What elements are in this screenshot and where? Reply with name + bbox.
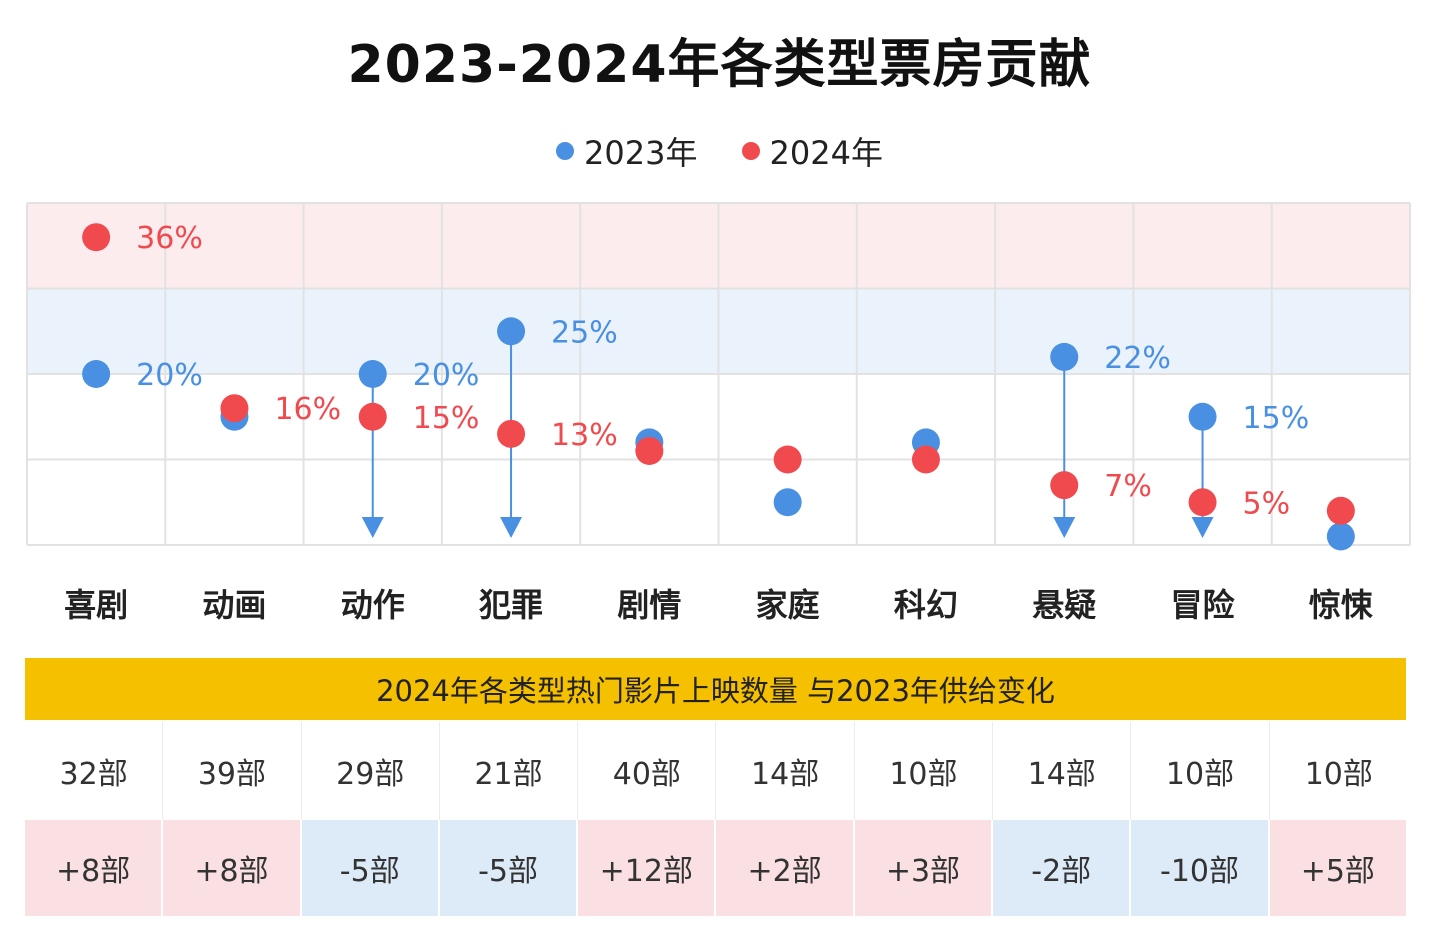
release-count-cell: 10部 — [855, 722, 994, 820]
supply-banner: 2024年各类型热门影片上映数量 与2023年供给变化 — [25, 658, 1406, 720]
data-label: 15% — [1243, 401, 1310, 436]
data-label: 7% — [1104, 469, 1152, 504]
decline-arrow-head — [1191, 517, 1214, 538]
decline-arrow-head — [361, 517, 384, 538]
decline-arrow-head — [1053, 517, 1076, 538]
release-count-cell: 10部 — [1304, 757, 1373, 792]
supply-change-row: +8部 +8部 -5部 -5部 +12部 +2部 +3部 -2部 -10部 +5部 — [25, 820, 1408, 916]
data-label: 13% — [551, 418, 618, 453]
point-2024年 — [82, 223, 111, 252]
category-label: 动画 — [202, 586, 267, 624]
release-count-row: 32部 39部 29部 21部 40部 14部 10部 14部 10部 10部 — [25, 722, 1408, 820]
supply-change-cell: +5部 — [1269, 820, 1408, 916]
legend-item-2023: 2023年 — [556, 128, 698, 174]
release-count-cell: 10部 — [1131, 722, 1270, 820]
data-label: 5% — [1243, 486, 1291, 521]
legend-label-2024: 2024年 — [769, 134, 883, 172]
category-label: 动作 — [340, 586, 405, 624]
point-2024年 — [220, 394, 249, 423]
point-2024年 — [358, 402, 387, 431]
release-count-cell: 14部 — [716, 722, 855, 820]
point-2023年 — [1050, 342, 1079, 371]
point-2024年 — [773, 445, 802, 474]
supply-change-cell: -10部 — [1131, 820, 1270, 916]
point-2024年 — [911, 445, 940, 474]
point-2023年 — [773, 488, 802, 517]
supply-change-cell: -5部 — [439, 820, 579, 916]
category-label: 惊悚 — [1308, 586, 1373, 624]
legend-label-2023: 2023年 — [584, 134, 698, 172]
point-2023年 — [358, 360, 387, 388]
data-label: 25% — [551, 315, 618, 350]
release-count-cell: 14部 — [993, 722, 1132, 820]
legend-dot-2024 — [741, 142, 760, 160]
release-count-cell: 21部 — [440, 722, 579, 820]
category-label: 家庭 — [755, 586, 820, 624]
supply-change-cell: +8部 — [163, 820, 302, 916]
decline-arrow-head — [500, 517, 523, 538]
point-2024年 — [1326, 496, 1355, 525]
category-label: 犯罪 — [479, 586, 544, 624]
data-label: 16% — [274, 392, 341, 427]
supply-change-cell: +2部 — [716, 820, 855, 916]
legend: 2023年 2024年 — [0, 128, 1439, 174]
category-label: 喜剧 — [64, 586, 129, 624]
data-label: 20% — [413, 358, 480, 393]
category-label: 悬疑 — [1032, 586, 1097, 624]
release-count-cell: 39部 — [163, 722, 302, 820]
data-label: 20% — [136, 358, 203, 393]
supply-change-cell: +12部 — [578, 820, 717, 916]
release-count-cell: 32部 — [25, 722, 164, 820]
supply-change-cell: -5部 — [301, 820, 440, 916]
supply-change-cell: -2部 — [993, 820, 1132, 916]
dot-plot: 36% 20% 16% 20% 15% 25% 13% 22% 7% 15% 5% — [26, 202, 1411, 551]
point-2023年 — [1326, 522, 1355, 551]
supply-change-cell: +3部 — [854, 820, 994, 916]
category-label: 科幻 — [893, 586, 958, 624]
data-label: 36% — [136, 221, 203, 256]
point-2024年 — [1188, 488, 1217, 517]
legend-dot-2023 — [556, 142, 575, 160]
supply-change-cell: +8部 — [25, 820, 164, 916]
point-2023年 — [82, 360, 111, 388]
point-2023年 — [1188, 402, 1217, 431]
category-label: 冒险 — [1170, 586, 1235, 624]
point-2024年 — [635, 436, 664, 465]
legend-item-2024: 2024年 — [741, 128, 883, 174]
data-label: 15% — [413, 401, 480, 436]
release-count-cell: 29部 — [302, 722, 440, 820]
release-count-cell: 40部 — [578, 722, 717, 820]
supply-table: 32部 39部 29部 21部 40部 14部 10部 14部 10部 10部 +8部 +8部 -5部… — [25, 722, 1408, 916]
point-2024年 — [497, 419, 526, 448]
point-2024年 — [1050, 471, 1079, 500]
chart-title: 2023-2024年各类型票房贡献 — [347, 35, 1092, 95]
data-label: 22% — [1104, 341, 1171, 376]
point-2023年 — [497, 317, 526, 346]
category-axis: 喜剧 动画 动作 犯罪 剧情 家庭 科幻 悬疑 冒险 惊悚 — [27, 580, 1410, 628]
category-label: 剧情 — [617, 586, 682, 624]
